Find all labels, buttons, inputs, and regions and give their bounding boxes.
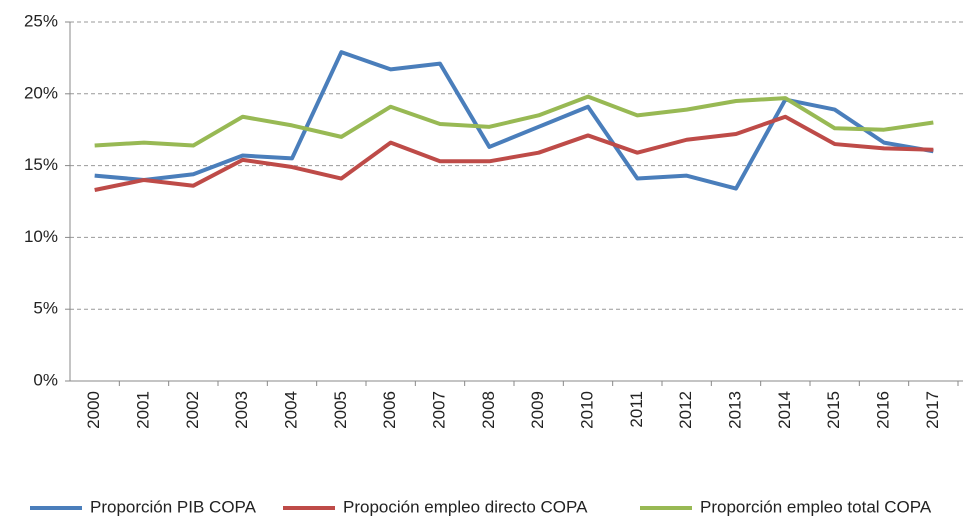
y-tick-label: 0% bbox=[33, 370, 58, 389]
x-tick-label: 2005 bbox=[331, 391, 350, 429]
x-tick-label: 2000 bbox=[84, 391, 103, 429]
x-tick-label: 2015 bbox=[824, 391, 843, 429]
x-tick-label: 2001 bbox=[133, 391, 152, 429]
x-tick-label: 2017 bbox=[923, 391, 942, 429]
x-tick-label: 2003 bbox=[232, 391, 251, 429]
x-tick-label: 2016 bbox=[873, 391, 892, 429]
x-tick-label: 2010 bbox=[577, 391, 596, 429]
x-tick-label: 2007 bbox=[429, 391, 448, 429]
x-tick-label: 2008 bbox=[479, 391, 498, 429]
series-line bbox=[94, 94, 934, 148]
x-tick-label: 2011 bbox=[627, 391, 646, 428]
legend-label: Propoción empleo directo COPA bbox=[343, 497, 588, 516]
legend-label: Proporción PIB COPA bbox=[90, 497, 257, 516]
y-tick-label: 10% bbox=[24, 227, 58, 246]
series-line bbox=[94, 114, 934, 192]
x-tick-label: 2009 bbox=[528, 391, 547, 429]
y-tick-label: 15% bbox=[24, 155, 58, 174]
x-tick-label: 2004 bbox=[281, 391, 300, 429]
x-tick-label: 2014 bbox=[775, 391, 794, 429]
y-tick-label: 25% bbox=[24, 11, 58, 30]
x-tick-label: 2002 bbox=[183, 391, 202, 429]
legend-label: Proporción empleo total COPA bbox=[700, 497, 932, 516]
y-tick-label: 20% bbox=[24, 83, 58, 102]
y-tick-label: 5% bbox=[33, 299, 58, 318]
x-tick-label: 2013 bbox=[725, 391, 744, 429]
x-tick-label: 2012 bbox=[676, 391, 695, 429]
x-tick-label: 2006 bbox=[380, 391, 399, 429]
